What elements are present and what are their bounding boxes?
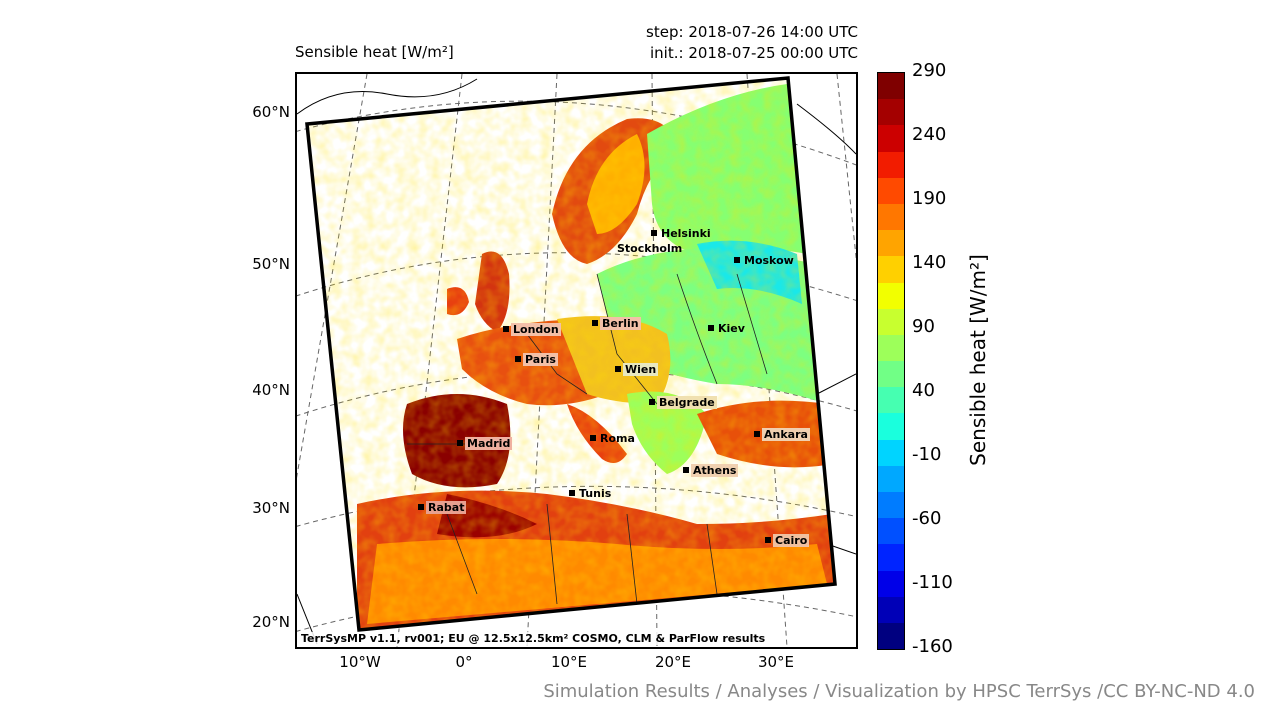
city-stockholm: Stockholm bbox=[617, 241, 683, 255]
colorbar-segment bbox=[878, 570, 904, 597]
model-info-note: TerrSysMP v1.1, rv001; EU @ 12.5x12.5km²… bbox=[299, 632, 768, 645]
city-berlin: Berlin bbox=[592, 316, 641, 330]
city-athens: Athens bbox=[683, 463, 739, 477]
lon-label-10w: 10°W bbox=[339, 653, 381, 671]
colorbar-segment bbox=[878, 151, 904, 178]
colorbar-segment bbox=[878, 413, 904, 440]
city-london: London bbox=[503, 322, 561, 336]
city-rabat: Rabat bbox=[418, 500, 467, 514]
colorbar-segment bbox=[878, 177, 904, 204]
lat-label-30n: 30°N bbox=[252, 499, 290, 517]
colorbar-segment bbox=[878, 308, 904, 335]
colorbar-tick-label: 140 bbox=[912, 252, 947, 273]
colorbar-tick-label: -60 bbox=[912, 508, 942, 529]
colorbar-tick-label: 290 bbox=[912, 60, 947, 81]
colorbar-tick-label: 240 bbox=[912, 124, 947, 145]
colorbar-segment bbox=[878, 203, 904, 231]
colorbar-segment bbox=[878, 518, 904, 545]
city-helsinki: Helsinki bbox=[651, 226, 713, 240]
colorbar-segment bbox=[878, 622, 904, 650]
outer-coastline bbox=[297, 78, 856, 645]
lat-label-40n: 40°N bbox=[252, 381, 290, 399]
colorbar-segment bbox=[878, 334, 904, 362]
colorbar-tick-label: -10 bbox=[912, 444, 942, 465]
colorbar-tick-label: 90 bbox=[912, 316, 935, 337]
plot-title: Sensible heat [W/m²] bbox=[295, 43, 454, 61]
init-time: init.: 2018-07-25 00:00 UTC bbox=[650, 44, 858, 62]
credit-line: Simulation Results / Analyses / Visualiz… bbox=[543, 681, 1255, 702]
colorbar-segment bbox=[878, 596, 904, 623]
city-roma: Roma bbox=[590, 431, 637, 445]
city-ankara: Ankara bbox=[754, 427, 810, 441]
lon-label-0: 0° bbox=[455, 653, 473, 671]
colorbar bbox=[877, 72, 905, 650]
colorbar-segment bbox=[878, 125, 904, 152]
colorbar-segment bbox=[878, 492, 904, 519]
colorbar-segment bbox=[878, 230, 904, 257]
colorbar-segment bbox=[878, 361, 904, 388]
city-cairo: Cairo bbox=[765, 533, 810, 547]
lat-label-20n: 20°N bbox=[252, 613, 290, 631]
colorbar-segment bbox=[878, 99, 904, 126]
lon-label-20e: 20°E bbox=[654, 653, 692, 671]
lat-label-50n: 50°N bbox=[252, 255, 290, 273]
city-belgrade: Belgrade bbox=[649, 395, 717, 409]
city-wien: Wien bbox=[615, 362, 659, 376]
model-domain-outline bbox=[305, 76, 837, 632]
colorbar-tick-label: -160 bbox=[912, 636, 953, 657]
sensible-heat-map bbox=[297, 74, 856, 647]
colorbar-tick-label: 190 bbox=[912, 188, 947, 209]
city-madrid: Madrid bbox=[457, 436, 513, 450]
lon-label-10e: 10°E bbox=[550, 653, 588, 671]
colorbar-tick-label: 40 bbox=[912, 380, 935, 401]
colorbar-segment bbox=[878, 544, 904, 571]
map-panel: Helsinki Stockholm Moskow London Berlin … bbox=[295, 72, 858, 649]
city-paris: Paris bbox=[515, 352, 558, 366]
colorbar-segment bbox=[878, 256, 904, 283]
step-time: step: 2018-07-26 14:00 UTC bbox=[646, 23, 858, 41]
colorbar-segment bbox=[878, 465, 904, 492]
colorbar-segment bbox=[878, 73, 904, 100]
colorbar-segment bbox=[878, 282, 904, 309]
colorbar-label: Sensible heat [W/m²] bbox=[966, 254, 990, 466]
timestamp-block: step: 2018-07-26 14:00 UTC init.: 2018-0… bbox=[646, 22, 858, 64]
lon-label-30e: 30°E bbox=[757, 653, 795, 671]
city-moskow: Moskow bbox=[734, 253, 796, 267]
lat-label-60n: 60°N bbox=[252, 103, 290, 121]
colorbar-segment bbox=[878, 439, 904, 466]
city-tunis: Tunis bbox=[569, 486, 613, 500]
colorbar-tick-label: -110 bbox=[912, 572, 953, 593]
country-borders bbox=[407, 273, 768, 605]
city-kiev: Kiev bbox=[708, 321, 747, 335]
colorbar-segment bbox=[878, 387, 904, 414]
